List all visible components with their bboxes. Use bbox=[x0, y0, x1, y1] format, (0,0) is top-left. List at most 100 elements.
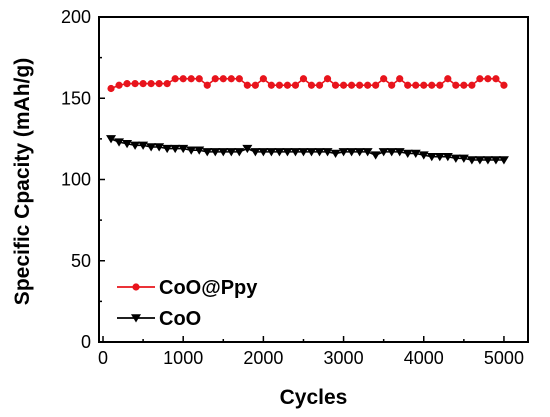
data-point bbox=[410, 149, 421, 158]
data-point bbox=[218, 148, 229, 157]
data-point bbox=[458, 154, 469, 163]
data-point bbox=[476, 75, 484, 83]
data-point bbox=[282, 148, 293, 157]
y-tick-labels: 0 50 100 150 200 bbox=[61, 7, 91, 352]
data-point bbox=[235, 75, 243, 83]
data-point bbox=[394, 148, 405, 157]
data-point bbox=[442, 153, 453, 162]
data-point bbox=[331, 81, 340, 89]
data-point bbox=[323, 75, 332, 83]
data-point bbox=[484, 75, 492, 83]
legend-marker bbox=[132, 283, 140, 291]
data-point bbox=[139, 80, 147, 88]
data-point bbox=[267, 81, 276, 89]
data-point bbox=[434, 153, 445, 162]
data-point bbox=[242, 144, 253, 154]
legend-marker bbox=[131, 314, 141, 323]
data-point bbox=[258, 148, 269, 157]
data-point bbox=[131, 80, 139, 88]
data-point bbox=[339, 81, 348, 89]
data-point bbox=[396, 75, 404, 83]
data-point bbox=[330, 149, 341, 158]
data-point bbox=[338, 148, 349, 157]
data-point bbox=[123, 80, 131, 88]
x-tick-label: 1000 bbox=[163, 348, 203, 368]
data-point bbox=[418, 151, 429, 160]
data-point bbox=[314, 148, 325, 157]
data-point bbox=[170, 144, 181, 154]
x-tick-label: 4000 bbox=[404, 348, 444, 368]
data-point bbox=[171, 75, 179, 83]
data-point bbox=[299, 75, 308, 83]
data-point bbox=[388, 81, 396, 89]
x-axis-title: Cycles bbox=[280, 386, 348, 409]
data-point bbox=[412, 81, 420, 89]
data-point bbox=[474, 156, 485, 165]
data-point bbox=[404, 81, 412, 89]
data-point bbox=[466, 156, 477, 165]
data-point bbox=[386, 148, 397, 157]
data-point bbox=[500, 81, 508, 89]
tick-marks bbox=[99, 16, 505, 343]
data-point bbox=[356, 81, 364, 89]
data-point bbox=[307, 81, 316, 89]
data-point bbox=[347, 81, 356, 89]
data-point bbox=[147, 80, 155, 88]
y-tick-label: 50 bbox=[71, 251, 91, 271]
data-point bbox=[492, 75, 500, 83]
data-point bbox=[380, 75, 388, 83]
legend-item-coo-ppy: CoO@Ppy bbox=[117, 277, 258, 299]
data-point bbox=[203, 81, 211, 89]
data-point bbox=[266, 148, 277, 157]
data-point bbox=[138, 141, 149, 150]
data-point bbox=[107, 84, 115, 93]
data-point bbox=[194, 146, 205, 155]
data-point bbox=[482, 156, 493, 165]
data-point bbox=[290, 148, 301, 157]
series-coo bbox=[106, 135, 509, 165]
legend-label-coo-ppy: CoO@Ppy bbox=[159, 277, 258, 299]
data-point bbox=[210, 148, 221, 157]
data-point bbox=[234, 148, 245, 157]
data-point bbox=[155, 80, 163, 88]
data-point bbox=[372, 81, 380, 89]
data-point bbox=[402, 149, 413, 158]
data-point bbox=[444, 75, 452, 83]
y-tick-label: 0 bbox=[81, 332, 91, 352]
data-point bbox=[163, 80, 171, 88]
data-point bbox=[179, 75, 187, 83]
data-point bbox=[251, 81, 259, 89]
data-point bbox=[283, 81, 292, 89]
data-point bbox=[274, 148, 285, 157]
data-point bbox=[115, 81, 123, 89]
x-tick-label: 0 bbox=[98, 348, 108, 368]
data-point bbox=[468, 81, 476, 89]
data-point bbox=[114, 138, 125, 147]
data-point bbox=[436, 81, 444, 89]
series-layer bbox=[106, 75, 509, 165]
data-point bbox=[315, 81, 324, 89]
data-point bbox=[226, 148, 237, 157]
data-point bbox=[490, 156, 501, 165]
data-point bbox=[195, 75, 203, 83]
data-point bbox=[298, 148, 309, 157]
data-point bbox=[122, 140, 133, 149]
data-point bbox=[250, 148, 261, 157]
x-tick-label: 5000 bbox=[484, 348, 524, 368]
data-point bbox=[211, 75, 219, 83]
data-point bbox=[291, 81, 300, 89]
data-point bbox=[227, 75, 235, 83]
data-point bbox=[130, 141, 141, 150]
legend: CoO@Ppy CoO bbox=[117, 277, 258, 330]
data-point bbox=[202, 148, 213, 157]
y-tick-label: 150 bbox=[61, 88, 91, 108]
data-point bbox=[460, 81, 468, 89]
data-point bbox=[354, 148, 365, 157]
data-point bbox=[154, 143, 165, 152]
x-tick-labels: 0 1000 2000 3000 4000 5000 bbox=[98, 348, 524, 368]
data-point bbox=[219, 75, 227, 83]
data-point bbox=[362, 148, 373, 157]
data-point bbox=[378, 148, 389, 157]
x-tick-label: 3000 bbox=[324, 348, 364, 368]
